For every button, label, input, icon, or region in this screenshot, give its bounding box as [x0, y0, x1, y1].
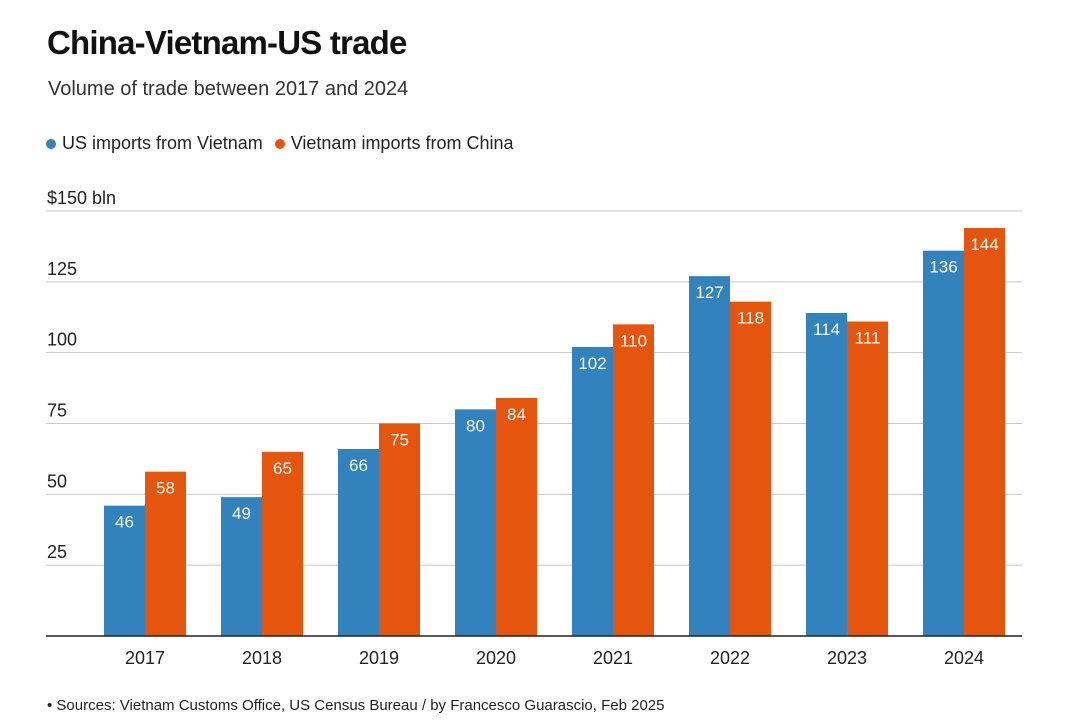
y-tick-label: $150 bln [47, 188, 116, 208]
x-tick-label: 2023 [827, 648, 867, 668]
x-tick-label: 2018 [242, 648, 282, 668]
data-label: 84 [507, 405, 526, 424]
bar-vietnam-imports [379, 423, 420, 636]
data-label: 118 [737, 309, 764, 328]
y-tick-label: 75 [47, 401, 67, 421]
bar-vietnam-imports [262, 451, 303, 636]
data-label: 75 [390, 431, 409, 450]
bar-us-imports [221, 497, 262, 636]
data-label: 127 [695, 283, 723, 302]
data-label: 102 [578, 354, 606, 373]
bar-us-imports [338, 449, 379, 636]
chart-subtitle: Volume of trade between 2017 and 2024 [48, 78, 409, 100]
data-label: 114 [813, 320, 840, 339]
legend: US imports from Vietnam Vietnam imports … [46, 133, 525, 154]
x-tick-label: 2020 [476, 648, 516, 668]
legend-label-us: US imports from Vietnam [62, 133, 263, 153]
y-tick-label: 25 [47, 542, 67, 562]
data-label: 46 [115, 513, 134, 532]
data-label: 66 [349, 456, 368, 475]
legend-dot-vietnam [274, 138, 285, 149]
legend-item-vietnam: Vietnam imports from China [274, 133, 514, 154]
y-tick-label: 125 [47, 259, 77, 279]
data-label: 65 [273, 459, 292, 478]
bar-vietnam-imports [145, 471, 186, 636]
legend-dot-us [46, 138, 56, 149]
sources-footer: • Sources: Vietnam Customs Office, US Ce… [47, 697, 665, 714]
bar-vietnam-imports [496, 398, 537, 636]
legend-item-us: US imports from Vietnam [46, 133, 263, 154]
data-label: 49 [232, 504, 251, 523]
bar-vietnam-imports [730, 301, 771, 636]
chart-title: China-Vietnam-US trade [47, 24, 407, 61]
data-label: 80 [466, 416, 485, 435]
bar-vietnam-imports [613, 324, 654, 636]
data-label: 110 [620, 331, 647, 350]
data-label: 58 [156, 479, 175, 498]
data-label: 111 [855, 329, 881, 348]
x-tick-label: 2022 [710, 648, 750, 668]
bar-us-imports [806, 313, 847, 636]
data-label: 144 [970, 235, 998, 254]
bar-vietnam-imports [847, 321, 888, 636]
y-tick-label: 50 [47, 471, 67, 491]
data-label: 136 [929, 258, 957, 277]
bar-us-imports [104, 505, 145, 636]
bar-us-imports [689, 276, 730, 636]
bar-us-imports [455, 409, 496, 636]
legend-label-vietnam: Vietnam imports from China [290, 133, 514, 153]
x-tick-label: 2017 [125, 648, 165, 668]
x-tick-label: 2021 [593, 648, 633, 668]
x-tick-label: 2024 [944, 648, 984, 668]
bar-us-imports [923, 250, 964, 636]
bar-vietnam-imports [964, 228, 1005, 636]
bar-us-imports [572, 347, 613, 636]
y-tick-label: 100 [47, 330, 77, 350]
x-tick-label: 2019 [359, 648, 399, 668]
